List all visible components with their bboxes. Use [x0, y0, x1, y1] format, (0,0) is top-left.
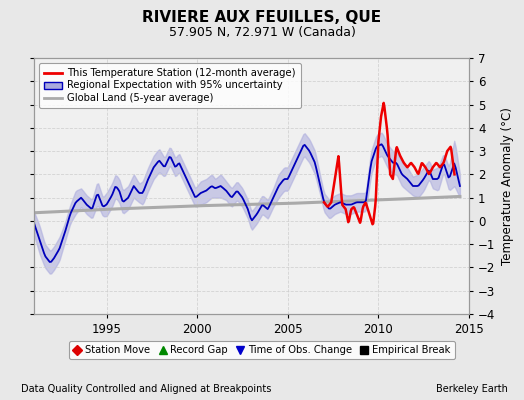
Legend: This Temperature Station (12-month average), Regional Expectation with 95% uncer: This Temperature Station (12-month avera…	[39, 63, 301, 108]
Text: 57.905 N, 72.971 W (Canada): 57.905 N, 72.971 W (Canada)	[169, 26, 355, 39]
Legend: Station Move, Record Gap, Time of Obs. Change, Empirical Break: Station Move, Record Gap, Time of Obs. C…	[69, 341, 455, 359]
Text: Data Quality Controlled and Aligned at Breakpoints: Data Quality Controlled and Aligned at B…	[21, 384, 271, 394]
Text: RIVIERE AUX FEUILLES, QUE: RIVIERE AUX FEUILLES, QUE	[143, 10, 381, 25]
Y-axis label: Temperature Anomaly (°C): Temperature Anomaly (°C)	[501, 107, 514, 265]
Text: Berkeley Earth: Berkeley Earth	[436, 384, 508, 394]
